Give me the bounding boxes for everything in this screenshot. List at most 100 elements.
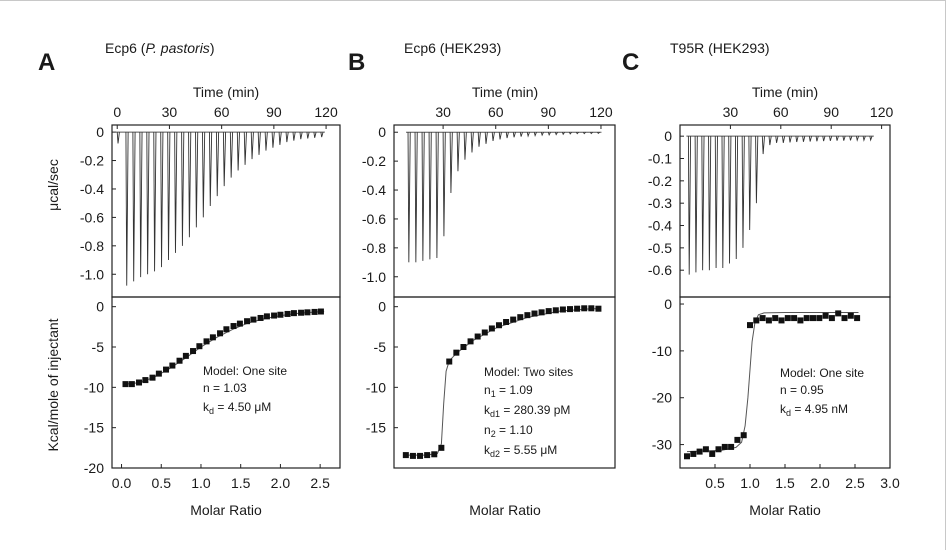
y-tick-label: -0.4 xyxy=(648,218,672,234)
injection-peak xyxy=(728,136,732,264)
y-tick-label: -0.8 xyxy=(80,238,104,254)
injection-peak xyxy=(202,132,206,218)
injection-peak xyxy=(442,132,446,237)
injection-peak xyxy=(576,131,579,135)
data-point xyxy=(510,316,517,323)
y-tick-label: -0.4 xyxy=(80,181,104,197)
data-point xyxy=(538,309,545,316)
panel-title-a-part-2: P. pastoris xyxy=(145,40,209,56)
injection-peak xyxy=(761,136,765,155)
data-point xyxy=(835,310,842,317)
data-point xyxy=(847,312,854,319)
x-axis-title-a-raw-heat: Time (min) xyxy=(193,84,259,100)
plot-frame-b-integrated-heat xyxy=(393,296,616,469)
data-point xyxy=(149,374,156,381)
injection-peak xyxy=(755,136,759,204)
x-axis-title-a-integrated-heat: Molar Ratio xyxy=(190,502,262,518)
panel-title-a-part-3: ) xyxy=(210,40,215,56)
data-point xyxy=(128,381,135,388)
chart-c-integrated-heat: 0 -10 -20 -30 0.5 1.0 1.5 2.0 2.5 3.0 Molar Ratio xyxy=(652,296,900,518)
data-point xyxy=(854,315,861,322)
data-point xyxy=(182,352,189,359)
data-point xyxy=(791,315,798,322)
injection-peak xyxy=(153,132,157,272)
data-point xyxy=(772,315,779,322)
injection-peak xyxy=(590,131,593,135)
chart-b-raw-heat: 0 -0.2 -0.4 -0.6 -0.8 -1.0 30 60 90 120 Time (min) xyxy=(362,84,616,298)
injection-peak xyxy=(526,132,530,138)
data-point xyxy=(524,312,531,319)
injection-peak xyxy=(463,132,467,160)
injection-peak xyxy=(116,132,120,144)
data-point xyxy=(709,450,716,457)
x-tick-label: 90 xyxy=(266,104,282,120)
x-tick-label: 60 xyxy=(214,104,230,120)
annotation-b-model: Model: Two sites xyxy=(484,365,573,379)
injection-peak xyxy=(229,132,234,178)
annotation-c-kd-value: = 4.95 nM xyxy=(791,402,848,416)
y-tick-label: -15 xyxy=(84,420,104,436)
x-tick-label: 120 xyxy=(870,104,894,120)
data-point xyxy=(446,358,453,365)
data-point xyxy=(236,320,243,327)
data-point xyxy=(244,318,251,325)
panel-title-a-part-1: Ecp6 ( xyxy=(105,40,146,56)
annotation-b-n2: n2 = 1.10 xyxy=(484,423,533,439)
injection-peak xyxy=(299,132,303,140)
data-point xyxy=(431,451,438,458)
x-tick-label: 90 xyxy=(823,104,839,120)
annotation-b-kd2: kd2 = 5.55 μM xyxy=(484,443,557,459)
x-tick-label: 2.0 xyxy=(810,475,830,491)
y-tick-label: -0.8 xyxy=(362,240,386,256)
data-point xyxy=(467,338,474,345)
data-point xyxy=(495,322,502,329)
annotation-b-kd1-k: k xyxy=(484,403,491,417)
injection-peak xyxy=(808,136,812,142)
data-point xyxy=(203,338,210,345)
panel-letter-a: A xyxy=(38,49,55,76)
y-tick-label: -0.2 xyxy=(80,153,104,169)
injection-peak xyxy=(271,132,275,148)
annotation-c: Model: One site n = 0.95 kd = 4.95 nM xyxy=(780,366,864,418)
data-point xyxy=(715,446,722,453)
injection-peak xyxy=(869,136,873,142)
data-point xyxy=(317,308,324,315)
annotation-b-kd1: kd1 = 280.39 pM xyxy=(484,403,570,419)
data-point xyxy=(250,316,257,323)
annotation-b-kd2-value: = 5.55 μM xyxy=(500,443,557,457)
y-tick-label: -0.6 xyxy=(362,211,386,227)
annotation-a-kd-value: = 4.50 μM xyxy=(214,400,271,414)
x-axis-title-b-raw-heat: Time (min) xyxy=(472,84,538,100)
injection-peak xyxy=(597,131,600,135)
x-axis-title-b-integrated-heat: Molar Ratio xyxy=(469,502,541,518)
data-point xyxy=(517,314,524,321)
injection-peak xyxy=(243,132,247,165)
x-tick-label: 2.0 xyxy=(271,475,291,491)
injection-peak xyxy=(209,132,213,207)
annotation-a-n: n = 1.03 xyxy=(203,381,247,395)
injection-peak xyxy=(714,136,718,268)
data-point xyxy=(816,315,823,322)
chart-a-integrated-heat: 0 -5 -10 -15 -20 0.0 0.5 1.0 1.5 2.0 2.5 Molar Rati… xyxy=(84,296,341,518)
data-point xyxy=(828,315,835,322)
injection-peak xyxy=(477,132,481,147)
y-tick-label: -0.2 xyxy=(648,173,672,189)
injection-peak xyxy=(139,132,143,278)
y-tick-label: -0.5 xyxy=(648,240,672,256)
annotation-b-kd2-sub: d2 xyxy=(490,449,500,459)
annotation-b-n1: n1 = 1.09 xyxy=(484,383,533,399)
injection-peak xyxy=(748,136,752,230)
annotation-b-n2-sub: 2 xyxy=(491,429,496,439)
data-point xyxy=(581,305,588,312)
injection-peak xyxy=(236,132,240,171)
annotation-c-n: n = 0.95 xyxy=(780,383,824,397)
y-tick-label: -0.6 xyxy=(80,209,104,225)
data-point xyxy=(684,453,690,460)
y-tick-label: -20 xyxy=(84,460,104,476)
y-tick-label: 0 xyxy=(96,124,104,140)
x-tick-label: 30 xyxy=(723,104,739,120)
data-point xyxy=(217,330,224,337)
injection-peak xyxy=(721,136,725,268)
injection-peak xyxy=(250,132,254,160)
